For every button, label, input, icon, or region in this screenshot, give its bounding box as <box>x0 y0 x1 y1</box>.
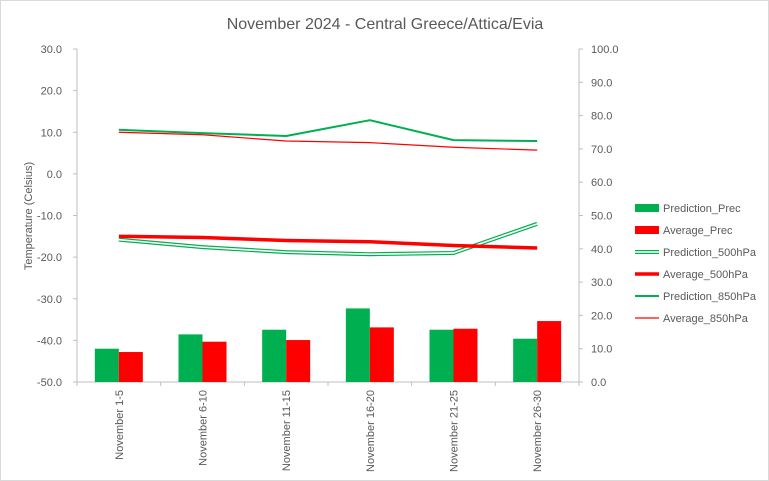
legend-average-prec-swatch <box>635 226 659 234</box>
x-tick-label: November 6-10 <box>198 390 210 466</box>
y2-tick-label: 50.0 <box>591 211 612 223</box>
y2-tick-label: 60.0 <box>591 177 612 189</box>
y2-tick-label: 100.0 <box>591 44 619 56</box>
y2-tick-label: 80.0 <box>591 111 612 123</box>
bar-average-prec <box>118 352 143 382</box>
legend-average-500hpa-label: Average_500hPa <box>663 269 749 281</box>
line-prediction-850hpa <box>118 119 538 142</box>
y-tick-label: -10.0 <box>37 211 62 223</box>
line-average-500hpa <box>118 234 538 250</box>
y-tick-label: 30.0 <box>41 44 62 56</box>
plot-area: 30.0 20.0 10.0 0.0 -10.0 -20.0 -30.0 -40.0 -50.0… <box>37 44 619 472</box>
chart-title: November 2024 - Central Greece/Attica/Ev… <box>227 16 544 33</box>
bar-average-prec <box>369 327 394 382</box>
x-tick-label: November 21-25 <box>449 390 461 472</box>
legend-prediction-850hpa-label: Prediction_850hPa <box>663 291 757 303</box>
y2-tick-label: 20.0 <box>591 310 612 322</box>
bar-average-prec <box>202 341 227 382</box>
bar-average-prec <box>537 321 562 382</box>
y-tick-label: -30.0 <box>37 294 62 306</box>
x-tick-label: November 11-15 <box>281 390 293 471</box>
bar-prediction-prec <box>429 329 454 382</box>
legend-average-850hpa-label: Average_850hPa <box>663 313 749 325</box>
line-prediction-500hpa <box>118 221 538 257</box>
x-tick-label: November 1-5 <box>114 390 126 460</box>
line-average-850hpa <box>118 131 538 151</box>
bar-prediction-prec <box>513 338 538 382</box>
y-tick-label: 20.0 <box>41 86 62 98</box>
y2-tick-label: 40.0 <box>591 244 612 256</box>
x-tick-label: November 26-30 <box>532 390 544 472</box>
bar-average-prec <box>286 340 311 382</box>
y2-tick-label: 90.0 <box>591 77 612 89</box>
y-tick-label: 0.0 <box>47 169 62 181</box>
y-tick-label: -40.0 <box>37 335 62 347</box>
line-prediction-500hpa-inner <box>118 223 538 256</box>
y2-tick-label: 30.0 <box>591 277 612 289</box>
bar-prediction-prec <box>178 334 203 382</box>
legend-prediction-prec-label: Prediction_Prec <box>663 203 741 215</box>
bar-prediction-prec <box>345 308 370 382</box>
y2-tick-label: 0.0 <box>591 377 606 389</box>
legend-prediction-prec-swatch <box>635 204 659 212</box>
bar-prediction-prec <box>262 329 287 382</box>
legend: Prediction_Prec Average_Prec Prediction_50… <box>635 203 757 325</box>
y2-tick-label: 10.0 <box>591 344 612 356</box>
x-tick-label: November 16-20 <box>365 390 377 472</box>
y-axis-title: Temperature (Celsius) <box>23 162 35 270</box>
y-tick-label: 10.0 <box>41 127 62 139</box>
y-tick-label: -20.0 <box>37 252 62 264</box>
legend-prediction-500hpa-label: Prediction_500hPa <box>663 247 757 259</box>
bar-average-prec <box>453 328 478 382</box>
y-tick-label: -50.0 <box>37 377 62 389</box>
bar-prediction-prec <box>94 348 119 382</box>
y2-tick-label: 70.0 <box>591 144 612 156</box>
legend-average-prec-label: Average_Prec <box>663 225 733 237</box>
